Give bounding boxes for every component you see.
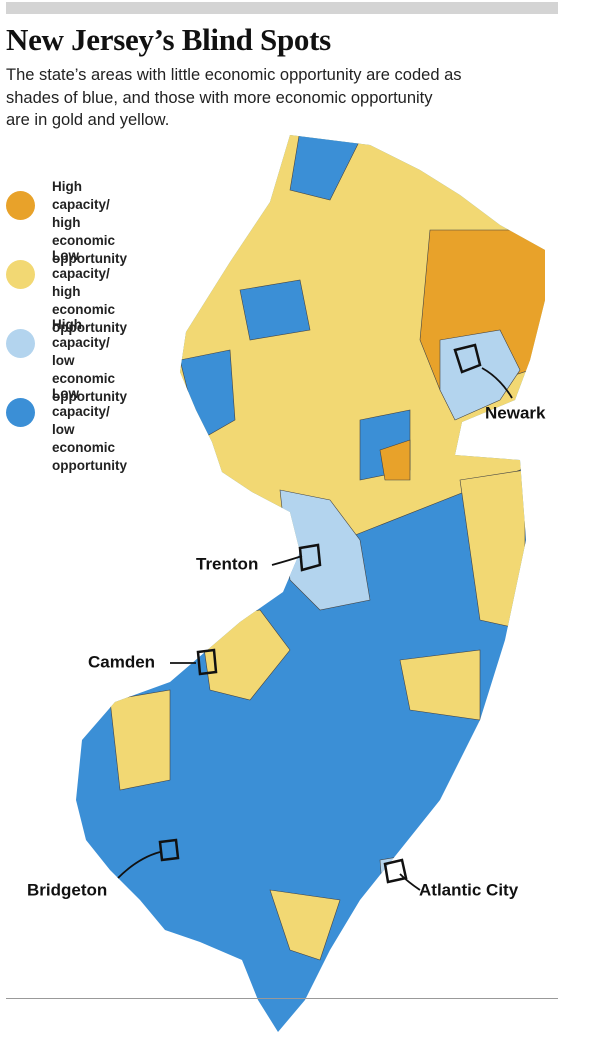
legend-label-line: low economic [52, 353, 116, 386]
legend-label-line: opportunity [52, 389, 127, 404]
top-bar [6, 2, 558, 14]
city-outline [383, 858, 408, 884]
city-outline [298, 543, 322, 572]
bottom-rule [6, 998, 558, 999]
arrow [117, 851, 161, 879]
region [279, 489, 371, 611]
city-outline [196, 648, 218, 676]
city-label: Camden [88, 652, 155, 671]
legend-label: High capacity/low economic opportunity [52, 316, 127, 406]
legend-swatch [6, 260, 35, 289]
city-label: Atlantic City [419, 880, 519, 899]
region [239, 279, 311, 341]
legend-label-line: High capacity/ [52, 317, 110, 350]
legend-swatch [6, 398, 35, 427]
subtitle-line: are in gold and yellow. [6, 111, 170, 129]
legend-label-line: Low capacity/ [52, 386, 110, 419]
legend-label-line: opportunity [52, 320, 127, 335]
title: New Jersey’s Blind Spots [6, 22, 331, 57]
subtitle: The state’s areas with little economic o… [6, 64, 462, 132]
arrow [481, 367, 513, 399]
region [399, 649, 481, 721]
subtitle-line: The state’s areas with little economic o… [6, 66, 462, 84]
arrow [399, 873, 421, 891]
city-label: Trenton [196, 554, 258, 573]
legend-label-line: high economic [52, 215, 116, 248]
legend-label: Low capacity/low economic opportunity [52, 385, 127, 475]
city-label: Bridgeton [27, 880, 107, 899]
legend-label-line: opportunity [52, 251, 127, 266]
region [269, 889, 341, 961]
city-outline [158, 838, 180, 862]
city-outline [453, 343, 482, 374]
arrow [271, 555, 303, 566]
legend-label-line: opportunity [52, 458, 127, 473]
legend-swatch [6, 191, 35, 220]
legend-label: High capacity/high economic opportunity [52, 178, 127, 268]
legend-label-line: low economic [52, 422, 116, 455]
legend-label-line: High capacity/ [52, 179, 110, 212]
region [439, 329, 521, 421]
region [109, 689, 171, 791]
legend-swatch [6, 329, 35, 358]
arrows [117, 367, 513, 891]
city-label: Newark [485, 403, 546, 422]
legend-label-line: Low capacity/ [52, 248, 110, 281]
region [379, 439, 411, 481]
legend-label-line: high economic [52, 284, 116, 317]
subtitle-line: shades of blue, and those with more econ… [6, 88, 433, 107]
city-outlines [158, 343, 482, 884]
legend-label: Low capacity/high economic opportunity [52, 247, 127, 337]
map-regions [76, 135, 545, 1032]
